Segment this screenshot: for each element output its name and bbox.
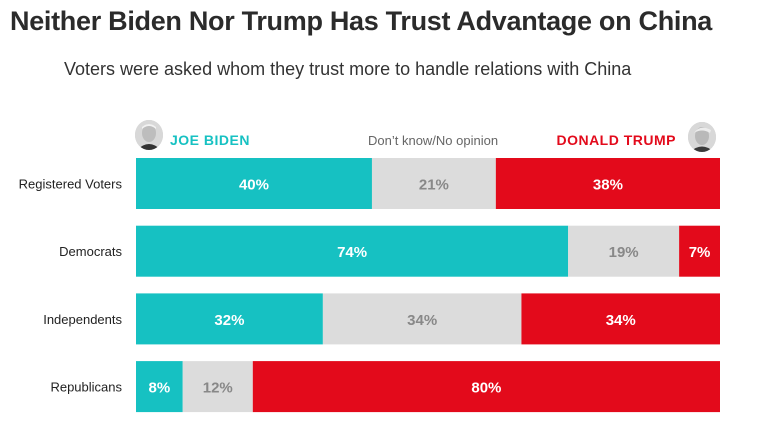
data-label-trump: 80%	[471, 380, 501, 397]
bar-biden	[136, 361, 183, 413]
bar-biden	[136, 225, 569, 277]
bar-trump	[521, 293, 720, 345]
data-label-biden: 40%	[239, 177, 269, 194]
bar-no-opinion	[182, 361, 253, 413]
data-label-trump: 38%	[593, 177, 623, 194]
trump-portrait-icon	[688, 122, 716, 152]
chart-title: Neither Biden Nor Trump Has Trust Advant…	[10, 6, 712, 36]
bar-no-opinion	[568, 225, 680, 277]
bar-trump	[679, 225, 720, 277]
bar-no-opinion	[322, 293, 522, 345]
bar-no-opinion	[371, 158, 496, 209]
row-label: Republicans	[50, 380, 122, 395]
data-label-no-opinion: 12%	[203, 380, 233, 397]
row-label: Independents	[43, 312, 122, 327]
row-label: Registered Voters	[19, 177, 123, 192]
legend-biden: JOE BIDEN	[170, 132, 250, 148]
data-label-biden: 32%	[214, 312, 244, 329]
data-label-biden: 74%	[337, 244, 367, 261]
data-label-trump: 7%	[689, 244, 711, 261]
bar-trump	[495, 158, 720, 209]
data-label-no-opinion: 19%	[609, 244, 639, 261]
legend-trump: DONALD TRUMP	[556, 132, 676, 148]
row-label: Democrats	[59, 244, 122, 259]
biden-portrait-icon	[135, 120, 163, 150]
data-label-no-opinion: 34%	[407, 312, 437, 329]
data-label-biden: 8%	[149, 380, 171, 397]
data-label-no-opinion: 21%	[419, 177, 449, 194]
bar-trump	[252, 361, 721, 413]
bar-biden	[136, 158, 372, 209]
chart-subtitle: Voters were asked whom they trust more t…	[64, 59, 632, 79]
bar-biden	[136, 293, 323, 345]
data-label-trump: 34%	[606, 312, 636, 329]
legend-no-opinion: Don’t know/No opinion	[368, 133, 499, 148]
